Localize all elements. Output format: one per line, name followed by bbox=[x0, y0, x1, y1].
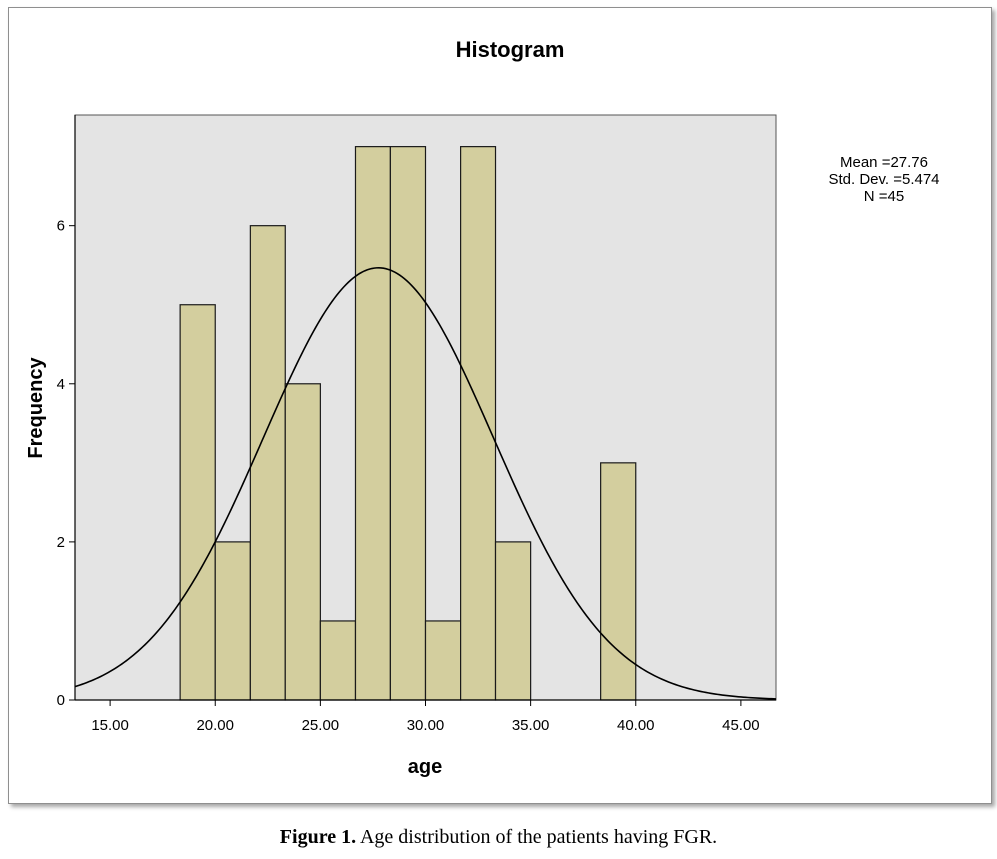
y-tick-label: 0 bbox=[57, 692, 65, 709]
y-tick-label: 2 bbox=[57, 534, 65, 551]
x-tick-label: 25.00 bbox=[302, 717, 340, 734]
histogram-bar bbox=[424, 620, 462, 701]
histogram-bar bbox=[460, 146, 497, 701]
stats-std-dev: Std. Dev. =5.474 bbox=[828, 171, 939, 188]
x-axis-label: age bbox=[408, 756, 442, 778]
x-tick-label: 45.00 bbox=[722, 717, 760, 734]
stats-n: N =45 bbox=[864, 188, 904, 205]
histogram-bar bbox=[354, 146, 391, 701]
y-tick-label: 6 bbox=[57, 218, 65, 235]
histogram-bar bbox=[389, 146, 427, 701]
histogram-bar bbox=[284, 383, 321, 701]
y-axis-label: Frequency bbox=[25, 357, 47, 459]
histogram-bar bbox=[214, 541, 251, 701]
y-axis-ticks: 0 2 4 6 bbox=[57, 218, 75, 709]
chart-title: Histogram bbox=[456, 37, 565, 62]
x-axis-ticks: 15.00 20.00 25.00 30.00 35.00 40.00 45.00 bbox=[91, 700, 760, 734]
x-tick-label: 35.00 bbox=[512, 717, 550, 734]
caption-label: Figure 1. bbox=[279, 826, 357, 848]
bars-group bbox=[179, 146, 637, 701]
stats-mean: Mean =27.76 bbox=[840, 154, 928, 171]
x-tick-label: 15.00 bbox=[91, 717, 129, 734]
histogram-bar bbox=[249, 225, 286, 701]
y-tick-label: 4 bbox=[57, 376, 65, 393]
histogram-bar bbox=[319, 620, 357, 701]
x-tick-label: 20.00 bbox=[196, 717, 234, 734]
histogram-bar bbox=[600, 462, 637, 701]
x-tick-label: 40.00 bbox=[617, 717, 655, 734]
caption-text: Age distribution of the patients having … bbox=[356, 826, 718, 848]
figure-caption: Figure 1. Age distribution of the patien… bbox=[0, 826, 997, 849]
histogram-bar bbox=[179, 304, 216, 701]
x-tick-label: 30.00 bbox=[407, 717, 445, 734]
normal-curve bbox=[74, 267, 777, 700]
histogram-bar bbox=[494, 541, 532, 701]
